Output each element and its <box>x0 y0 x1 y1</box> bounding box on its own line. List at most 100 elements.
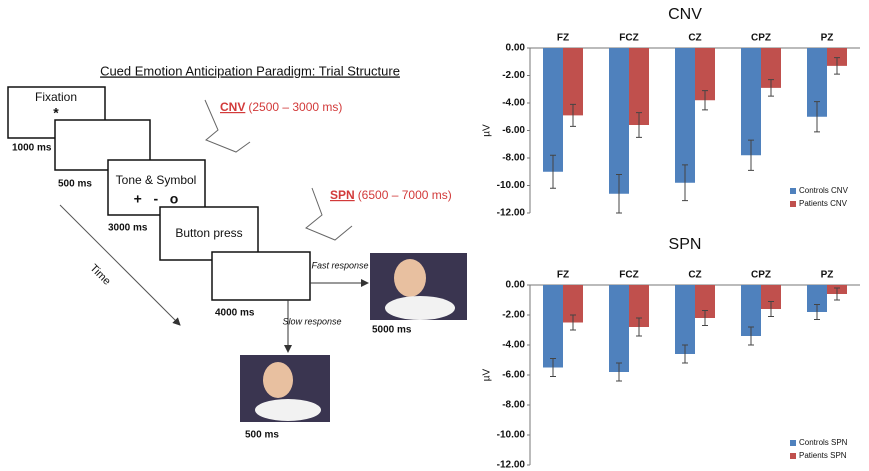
fast-label: Fast response <box>311 260 368 270</box>
y-axis-label: µV <box>482 368 493 381</box>
bar <box>827 48 847 66</box>
duration: 4000 ms <box>215 308 255 319</box>
y-tick-label: -12.00 <box>497 208 526 219</box>
y-tick-label: -2.00 <box>502 70 525 81</box>
y-tick-label: -8.00 <box>502 153 525 164</box>
cnv-label: CNV (2500 – 3000 ms) <box>220 100 342 114</box>
error-bar <box>550 358 556 377</box>
box-label: Button press <box>175 226 242 240</box>
spn-name: SPN <box>330 188 355 202</box>
y-axis-label: µV <box>482 124 493 137</box>
chart-title: CNV <box>668 6 702 23</box>
legend-label: Patients SPN <box>799 451 847 460</box>
legend-swatch <box>790 440 796 446</box>
legend-swatch <box>790 453 796 459</box>
error-bar <box>768 301 774 317</box>
time-arrow <box>59 204 181 326</box>
duration: 1000 ms <box>12 143 52 154</box>
bar <box>741 285 761 336</box>
error-bar <box>834 287 840 301</box>
duration: 5000 ms <box>372 325 412 336</box>
box-symbol: * <box>53 105 59 121</box>
y-tick-label: -10.00 <box>497 430 526 441</box>
bar <box>563 285 583 323</box>
bar <box>807 285 827 312</box>
bar <box>695 285 715 318</box>
bar <box>695 48 715 101</box>
error-bar <box>748 139 754 171</box>
legend-label: Patients CNV <box>799 199 848 208</box>
y-tick-label: -8.00 <box>502 400 525 411</box>
category-label: CPZ <box>751 270 771 281</box>
error-bar <box>570 103 576 127</box>
y-tick-label: -6.00 <box>502 370 525 381</box>
box-label: Tone & Symbol <box>116 173 197 187</box>
category-label: PZ <box>821 33 834 44</box>
duration: 3000 ms <box>108 223 148 234</box>
photo-face <box>263 362 293 398</box>
bar <box>741 48 761 156</box>
bar <box>543 48 563 172</box>
error-bar <box>834 57 840 75</box>
spn-label: SPN (6500 – 7000 ms) <box>330 188 452 202</box>
error-bar <box>702 310 708 326</box>
error-bar <box>748 326 754 346</box>
spn-range: (6500 – 7000 ms) <box>358 188 452 202</box>
error-bar <box>570 314 576 331</box>
category-label: FCZ <box>619 33 638 44</box>
category-label: PZ <box>821 270 834 281</box>
y-tick-label: -4.00 <box>502 98 525 109</box>
box-label: Fixation <box>35 90 77 104</box>
legend-swatch <box>790 201 796 207</box>
y-tick-label: -6.00 <box>502 125 525 136</box>
legend-label: Controls SPN <box>799 438 848 447</box>
bar <box>629 48 649 125</box>
y-tick-label: 0.00 <box>506 43 526 54</box>
box <box>107 159 206 216</box>
category-label: CZ <box>688 33 701 44</box>
box-symbol: + - o <box>134 191 179 207</box>
category-label: CPZ <box>751 33 771 44</box>
error-bar <box>702 90 708 111</box>
bar <box>543 285 563 368</box>
photo-body <box>385 296 455 320</box>
error-bar <box>682 164 688 202</box>
error-bar <box>814 304 820 320</box>
bar <box>761 48 781 88</box>
error-bar <box>550 154 556 189</box>
chart-title: SPN <box>669 236 702 253</box>
legend-swatch <box>790 188 796 194</box>
category-label: FZ <box>557 270 569 281</box>
error-bar <box>616 362 622 382</box>
y-tick-label: -2.00 <box>502 310 525 321</box>
category-label: FZ <box>557 33 569 44</box>
error-bar <box>636 112 642 138</box>
y-tick-label: -12.00 <box>497 460 526 471</box>
bar <box>675 48 695 183</box>
bar <box>629 285 649 327</box>
diagram-title: Cued Emotion Anticipation Paradigm: Tria… <box>100 63 400 78</box>
error-bar <box>636 317 642 337</box>
waveform <box>204 99 251 153</box>
duration: 500 ms <box>245 430 279 441</box>
time-label: Time <box>87 262 112 287</box>
waveform <box>305 187 353 241</box>
cnv-name: CNV <box>220 100 245 114</box>
bar <box>761 285 781 309</box>
bar <box>563 48 583 116</box>
error-bar <box>814 101 820 133</box>
legend-label: Controls CNV <box>799 186 849 195</box>
box <box>211 251 311 301</box>
category-label: CZ <box>688 270 701 281</box>
box <box>159 206 259 261</box>
error-bar <box>682 344 688 364</box>
bar <box>807 48 827 117</box>
y-tick-label: -10.00 <box>497 180 526 191</box>
y-tick-label: -4.00 <box>502 340 525 351</box>
photo-body <box>255 399 321 421</box>
bar <box>609 285 629 372</box>
bar <box>609 48 629 194</box>
duration: 500 ms <box>58 179 92 190</box>
photo-face <box>394 259 426 297</box>
